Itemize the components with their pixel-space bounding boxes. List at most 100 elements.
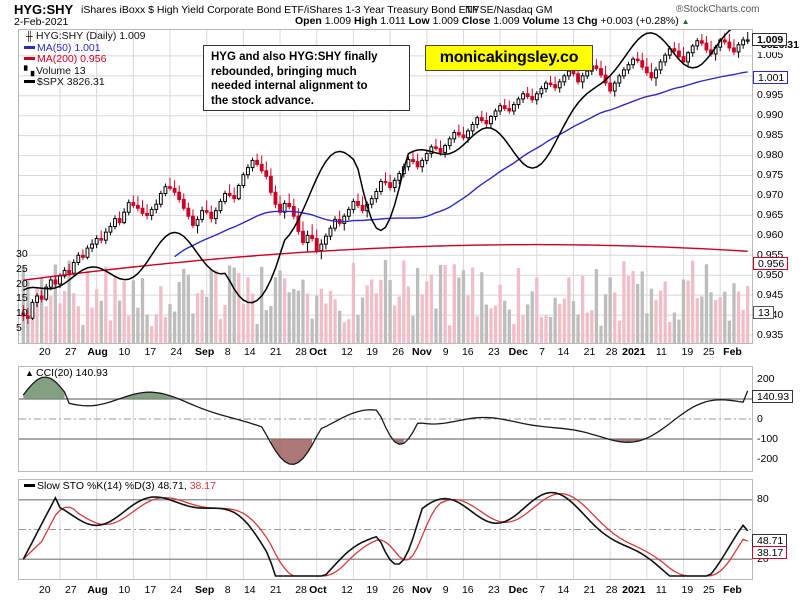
registered-mark-icon: ®: [676, 4, 684, 15]
cci-panel-legend: ▲ CCI(20) 140.93: [24, 367, 108, 380]
x-axis-tick-label: 11: [655, 346, 667, 358]
flag-volume: 13: [753, 306, 774, 319]
exchange-label: NYSE/Nasdaq GM: [465, 4, 553, 16]
open-label: Open: [295, 15, 322, 27]
high-label: High: [353, 15, 378, 27]
x-axis-tick-label: 21: [269, 584, 282, 596]
x-axis-tick-label: 10: [118, 584, 131, 596]
legend-ma50: MA(50) 1.001: [37, 41, 101, 54]
x-axis-tick-label: 12: [341, 346, 353, 358]
axis-tick-label: 30: [16, 248, 28, 261]
x-axis-tick-label: 8: [224, 584, 231, 596]
x-axis-dates-bottom: 20 27 Aug 10 17 24 Sep 8 14 21 28 Oct 12 19 26 Nov 9 16 23…: [0, 584, 803, 598]
x-axis-tick-label: 7: [539, 584, 545, 596]
axis-tick-label: 0.935: [757, 328, 784, 341]
x-axis-tick-label: 16: [461, 346, 474, 358]
x-axis-tick-label: 10: [118, 346, 131, 358]
x-axis-tick-label: 28: [295, 584, 307, 596]
annotation-line-3: needed internal alignment to: [211, 80, 368, 93]
legend-row-ma200: MA(200) 0.956: [24, 53, 146, 66]
x-axis-tick-label: 9: [442, 346, 449, 358]
x-axis-tick-label: 8: [224, 346, 231, 358]
high-value: 1.011: [380, 15, 406, 27]
sto-k-legend-label: Slow STO %K(14) %D(3) 48.71,: [37, 480, 187, 492]
x-axis-tick-label: 14: [243, 346, 256, 358]
quote-date: 2-Feb-2021: [14, 16, 69, 28]
legend-ma200: MA(200) 0.956: [37, 53, 107, 65]
source-attribution: ®StockCharts.com: [676, 4, 760, 15]
axis-tick-label: 0.945: [757, 288, 784, 301]
source-name: StockCharts.com: [683, 4, 760, 15]
x-axis-tick-label: Feb: [723, 346, 742, 358]
axis-tick-label: 200: [757, 372, 775, 385]
spx-swatch-icon: [24, 80, 35, 83]
x-axis-tick-label: 28: [605, 584, 618, 596]
axis-tick-label: 0.975: [757, 169, 784, 182]
low-label: Low: [408, 15, 430, 27]
sto-d-legend-label: 38.17: [189, 480, 216, 492]
axis-tick-label: 80: [757, 493, 769, 506]
axis-tick-label: 5: [16, 321, 22, 334]
x-axis-tick-label: 27: [64, 346, 77, 358]
axis-tick-label: 0.980: [757, 149, 784, 162]
x-axis-tick-label: 26: [392, 346, 405, 358]
x-axis-tick-label: Nov: [411, 346, 432, 358]
axis-tick-label: 20: [16, 277, 28, 290]
x-axis-tick-label: Aug: [87, 346, 108, 358]
sto-panel-legend: Slow STO %K(14) %D(3) 48.71, 38.17: [24, 480, 216, 493]
slow-stochastic-panel[interactable]: [18, 479, 753, 580]
axis-tick-label: 15: [16, 292, 28, 305]
annotation-textbox: HYG and also HYG:SHY finally rebounded, …: [203, 45, 410, 111]
axis-tick-label: 25: [16, 262, 28, 275]
x-axis-tick-label: 21: [583, 346, 596, 358]
axis-tick-label: -100: [757, 432, 779, 445]
volume-bars-icon: ▘▖: [24, 65, 38, 76]
flag-sto-k: 48.71: [752, 534, 788, 547]
close-value: 1.009: [493, 15, 520, 27]
x-axis-tick-label: Oct: [309, 584, 327, 596]
axis-tick-label: -200: [757, 452, 779, 465]
flag-sto-d: 38.17: [752, 546, 788, 559]
x-axis-tick-label: 2021: [622, 346, 646, 358]
x-axis-tick-label: 20: [38, 346, 51, 358]
annotation-line-4: the stock advance.: [211, 94, 314, 107]
ohlc-summary: Open 1.009 High 1.011 Low 1.009 Close 1.…: [295, 15, 690, 27]
ma50-swatch-icon: [24, 45, 35, 49]
candlestick-icon: ╫: [26, 31, 33, 41]
x-axis-tick-label: Aug: [87, 584, 108, 596]
legend-volume: Volume 13: [36, 64, 86, 77]
x-axis-tick-label: 19: [366, 346, 379, 358]
legend-spx: $SPX 3826.31: [37, 76, 105, 88]
legend-row-volume: ▘▖Volume 13: [24, 64, 146, 78]
flag-ma200: 0.956: [753, 257, 789, 270]
annotation-line-2: rebounded, bringing much: [211, 65, 357, 78]
x-axis-tick-label: 25: [702, 584, 715, 596]
x-axis-tick-label: 27: [64, 584, 77, 596]
axis-tick-label: 0.970: [757, 188, 784, 201]
x-axis-tick-label: 9: [442, 584, 449, 596]
x-axis-tick-label: 28: [295, 346, 307, 358]
x-axis-tick-label: 24: [170, 346, 183, 358]
up-arrow-icon: ▲: [681, 17, 690, 26]
x-axis-tick-label: 12: [341, 584, 353, 596]
axis-tick-label: 0.960: [757, 228, 784, 241]
legend-row-spx: $SPX 3826.31: [24, 76, 146, 89]
price-panel[interactable]: [18, 29, 753, 344]
x-axis-tick-label: 14: [243, 584, 256, 596]
symbol-ticker: HYG:SHY: [14, 2, 74, 17]
x-axis-tick-label: 28: [605, 346, 618, 358]
flag-cci: 140.93: [752, 390, 794, 403]
flag-ma50: 1.001: [753, 71, 789, 84]
x-axis-tick-label: 26: [392, 584, 405, 596]
x-axis-tick-label: 7: [539, 346, 545, 358]
low-value: 1.009: [432, 15, 459, 27]
symbol-description: iShares iBoxx $ High Yield Corporate Bon…: [81, 4, 479, 16]
x-axis-tick-label: 14: [557, 346, 570, 358]
x-axis-tick-label: Feb: [723, 584, 742, 596]
x-axis-tick-label: 25: [702, 346, 715, 358]
watermark-badge: monicakingsley.co: [425, 45, 593, 71]
cci-panel[interactable]: [18, 366, 753, 472]
legend-row-ma50: MA(50) 1.001: [24, 41, 146, 55]
x-axis-tick-label: Dec: [508, 346, 528, 358]
legend-row-series: ╫ HYG:SHY (Daily) 1.009: [24, 30, 145, 43]
